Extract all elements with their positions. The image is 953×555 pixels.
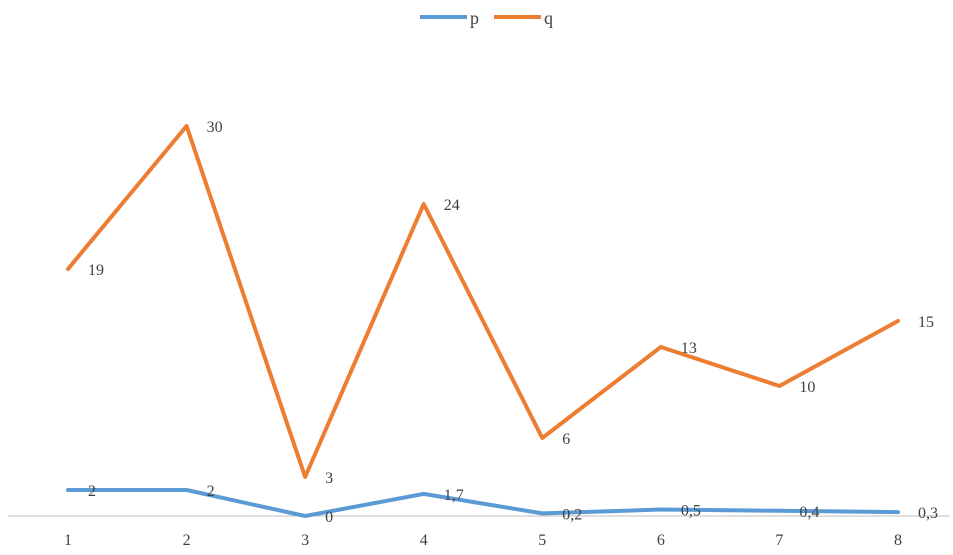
data-point-p bbox=[185, 488, 189, 492]
data-point-q bbox=[422, 202, 426, 206]
data-point-p bbox=[540, 511, 544, 515]
data-label-p: 2 bbox=[88, 483, 96, 500]
x-tick-label: 8 bbox=[894, 532, 902, 549]
data-point-p bbox=[777, 509, 781, 513]
data-point-p bbox=[896, 510, 900, 514]
x-tick-label: 2 bbox=[183, 532, 191, 549]
x-tick-label: 1 bbox=[64, 532, 72, 549]
x-tick-label: 4 bbox=[420, 532, 428, 549]
data-point-q bbox=[185, 124, 189, 128]
data-point-q bbox=[540, 436, 544, 440]
data-point-q bbox=[659, 345, 663, 349]
data-point-q bbox=[66, 267, 70, 271]
series-line-q bbox=[66, 124, 900, 479]
data-label-q: 24 bbox=[444, 197, 460, 214]
data-label-p: 0,5 bbox=[681, 503, 701, 520]
data-label-p: 1,7 bbox=[444, 487, 464, 504]
data-point-q bbox=[777, 384, 781, 388]
legend-label-p: p bbox=[470, 8, 479, 28]
data-label-q: 15 bbox=[918, 314, 934, 331]
x-tick-label: 3 bbox=[301, 532, 309, 549]
data-point-p bbox=[659, 508, 663, 511]
data-point-q bbox=[303, 475, 307, 479]
data-label-q: 6 bbox=[562, 431, 570, 448]
x-tick-label: 5 bbox=[538, 532, 546, 549]
data-label-p: 0,4 bbox=[799, 504, 819, 521]
data-label-q: 13 bbox=[681, 340, 697, 357]
data-labels: 2 2 0 1,7 0,2 0,5 0,4 0,3 19 30 3 24 6 13 10 15 bbox=[88, 119, 938, 526]
data-point-p bbox=[303, 514, 307, 518]
data-label-q: 19 bbox=[88, 262, 104, 279]
data-label-q: 3 bbox=[325, 470, 333, 487]
data-label-p: 0,3 bbox=[918, 505, 938, 522]
data-point-q bbox=[896, 319, 900, 323]
x-tick-label: 6 bbox=[657, 532, 665, 549]
legend-label-q: q bbox=[544, 8, 553, 28]
series-lines bbox=[66, 124, 900, 518]
x-tick-label: 7 bbox=[775, 532, 783, 549]
data-label-p: 0,2 bbox=[562, 506, 582, 523]
x-axis-tick-labels: 1 2 3 4 5 6 7 8 bbox=[64, 532, 902, 549]
data-point-p bbox=[66, 488, 70, 492]
data-point-p bbox=[422, 492, 426, 496]
data-label-p: 2 bbox=[207, 483, 215, 500]
data-label-q: 30 bbox=[207, 119, 223, 136]
data-label-q: 10 bbox=[799, 379, 815, 396]
data-label-p: 0 bbox=[325, 509, 333, 526]
series-line-p bbox=[66, 488, 900, 518]
